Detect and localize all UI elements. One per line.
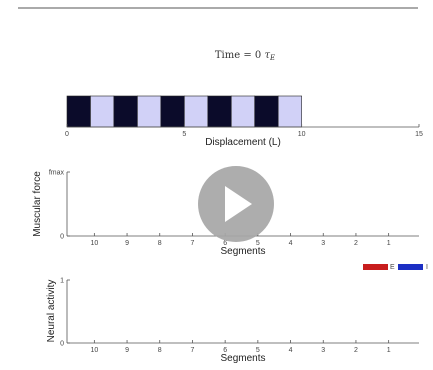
segment-tick-label: 7 [190, 347, 194, 354]
body-segment-9 [254, 95, 279, 128]
segment-tick-label: 5 [256, 347, 260, 354]
segment-tick-label: 6 [223, 347, 227, 354]
body-segment-8 [230, 95, 256, 128]
body-segment-2 [90, 95, 115, 128]
body-segment-1 [66, 95, 91, 128]
x-tick-label: 10 [298, 131, 306, 138]
body-segment-5 [160, 95, 185, 128]
segment-tick-label: 9 [125, 347, 129, 354]
segment-tick-label: 4 [289, 347, 293, 354]
segment-tick-label: 9 [125, 240, 129, 247]
legend-swatch-e [363, 264, 388, 270]
segment-tick-label: 7 [190, 240, 194, 247]
x-axis-label: Segments [220, 353, 265, 364]
segment-tick-label: 10 [90, 347, 98, 354]
segment-tick-label: 1 [387, 347, 391, 354]
segment-tick-label: 2 [354, 347, 358, 354]
legend-label-e: E [390, 264, 395, 271]
body-segment-6 [184, 95, 209, 128]
segment-tick-label: 3 [321, 347, 325, 354]
y-tick-label: 1 [60, 278, 64, 285]
x-tick-label: 5 [182, 131, 186, 138]
body-segment-4 [137, 95, 162, 128]
muscular-force-panel: 0 fmax Muscular force 10 9 8 7 6 5 4 3 2 1 Segments [32, 170, 419, 257]
segment-tick-label: 6 [223, 240, 227, 247]
segment-tick-label: 4 [289, 240, 293, 247]
x-tick-label: 0 [65, 131, 69, 138]
legend-swatch-i [398, 264, 423, 270]
segment-tick-label: 1 [387, 240, 391, 247]
segment-tick-label: 2 [354, 240, 358, 247]
x-tick-label: 15 [415, 131, 423, 138]
play-icon[interactable] [225, 186, 252, 222]
y-tick-label: 0 [60, 341, 64, 348]
segment-tick-label: 3 [321, 240, 325, 247]
y-axis-label: Muscular force [32, 171, 43, 237]
x-axis-label: Segments [220, 246, 265, 257]
play-button[interactable] [198, 166, 274, 242]
time-title: Time = 0 τE [215, 50, 275, 62]
body-segment-10 [277, 95, 302, 128]
body-segment-7 [207, 95, 232, 128]
y-axis-label: Neural activity [46, 280, 57, 343]
y-tick-label: fmax [49, 170, 65, 177]
body-segment-3 [113, 95, 138, 128]
segment-tick-label: 8 [158, 347, 162, 354]
segment-tick-label: 8 [158, 240, 162, 247]
body-strip-panel: 0 5 10 15 Displacement (L) [65, 95, 423, 148]
legend-label-i: I [426, 264, 428, 271]
segment-tick-label: 10 [90, 240, 98, 247]
y-tick-label: 0 [60, 234, 64, 241]
segment-tick-label: 5 [256, 240, 260, 247]
x-axis-label: Displacement (L) [205, 137, 281, 148]
